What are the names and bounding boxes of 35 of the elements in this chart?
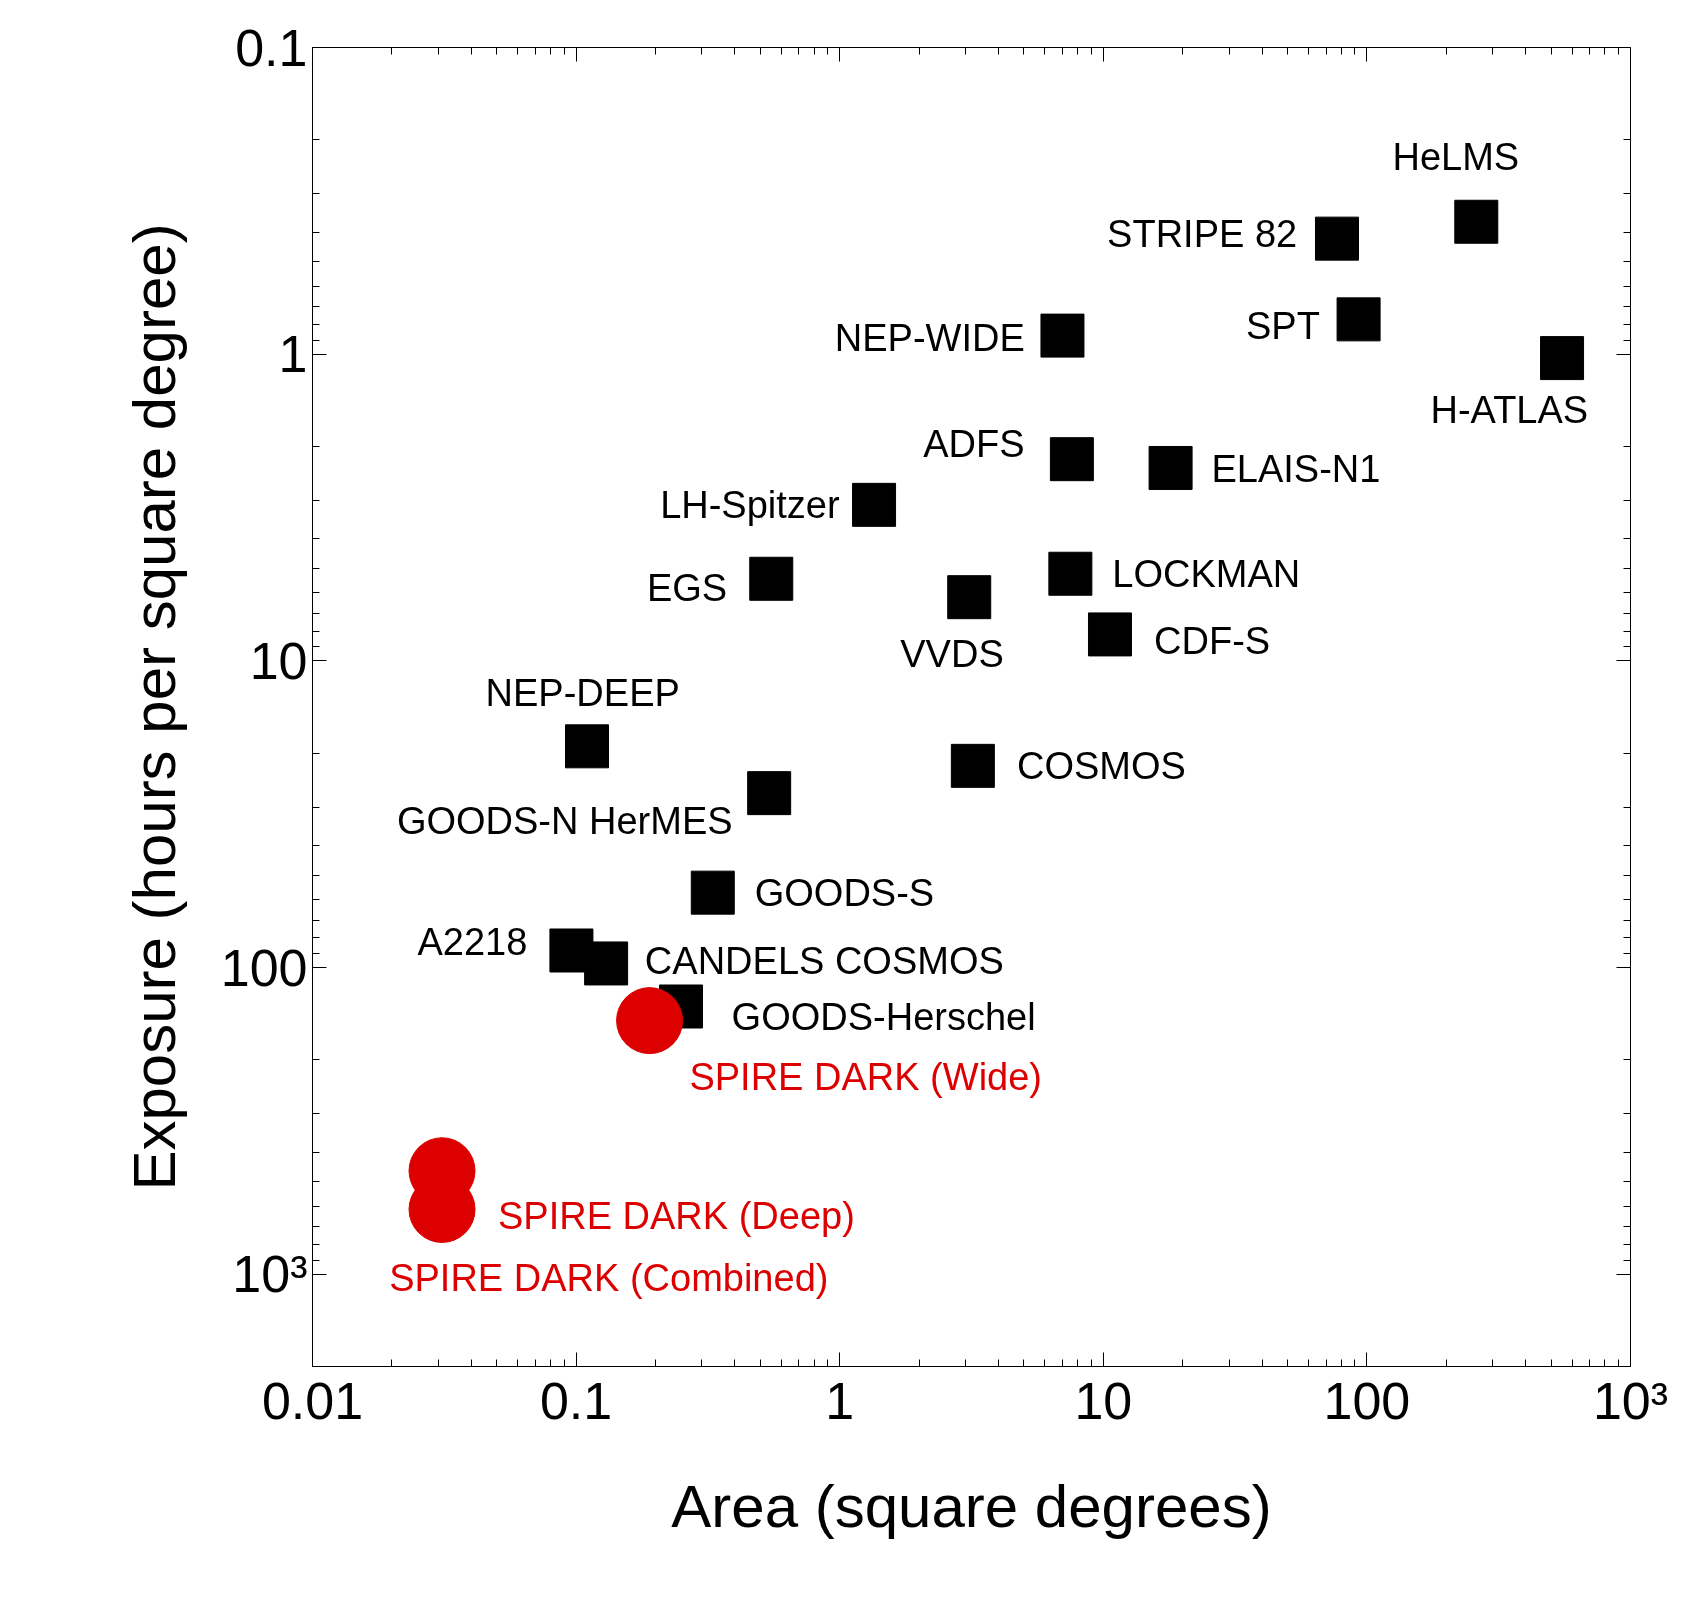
annotation: ELAIS-N1 xyxy=(1211,448,1381,491)
annotation: GOODS-N HerMES xyxy=(396,800,733,843)
annotation: STRIPE 82 xyxy=(1107,213,1298,256)
annotation: GOODS-Herschel xyxy=(731,996,1036,1039)
annotation: H-ATLAS xyxy=(1430,388,1589,431)
x-tick-label: 0.01 xyxy=(261,1371,364,1430)
y-tick-label: 100 xyxy=(220,938,308,997)
annotation: GOODS-S xyxy=(754,871,935,914)
annotation: CANDELS COSMOS xyxy=(644,940,1004,983)
y-tick-label: 0.1 xyxy=(235,18,308,77)
annotation: LH-Spitzer xyxy=(660,483,840,526)
annotation: NEP-WIDE xyxy=(834,316,1025,359)
x-tick-label: 1 xyxy=(825,1371,855,1430)
x-tick-label: 10³ xyxy=(1592,1371,1669,1430)
annotation: SPIRE DARK (Wide) xyxy=(689,1055,1043,1098)
annotation: ADFS xyxy=(923,423,1025,466)
annotation: CDF-S xyxy=(1154,619,1271,662)
annotation: COSMOS xyxy=(1016,744,1186,787)
y-tick-label: 10³ xyxy=(232,1245,308,1304)
annotation: LOCKMAN xyxy=(1112,552,1301,595)
annotation: EGS xyxy=(646,567,728,610)
x-tick-label: 100 xyxy=(1323,1371,1411,1430)
y-axis-title: Exposure (hours per square degree) xyxy=(120,223,188,1191)
y-tick-label: 10 xyxy=(249,631,308,690)
x-axis-title: Area (square degrees) xyxy=(671,1472,1272,1540)
x-tick-label: 10 xyxy=(1074,1371,1133,1430)
annotation: SPT xyxy=(1245,304,1320,347)
annotation: A2218 xyxy=(417,920,528,963)
annotation: VVDS xyxy=(900,633,1004,676)
x-tick-label: 0.1 xyxy=(539,1371,613,1430)
annotation: NEP-DEEP xyxy=(485,671,680,714)
annotation: SPIRE DARK (Deep) xyxy=(497,1194,855,1237)
annotation: SPIRE DARK (Combined) xyxy=(389,1257,829,1300)
annotation: HeLMS xyxy=(1392,136,1520,179)
y-tick-label: 1 xyxy=(278,325,308,384)
